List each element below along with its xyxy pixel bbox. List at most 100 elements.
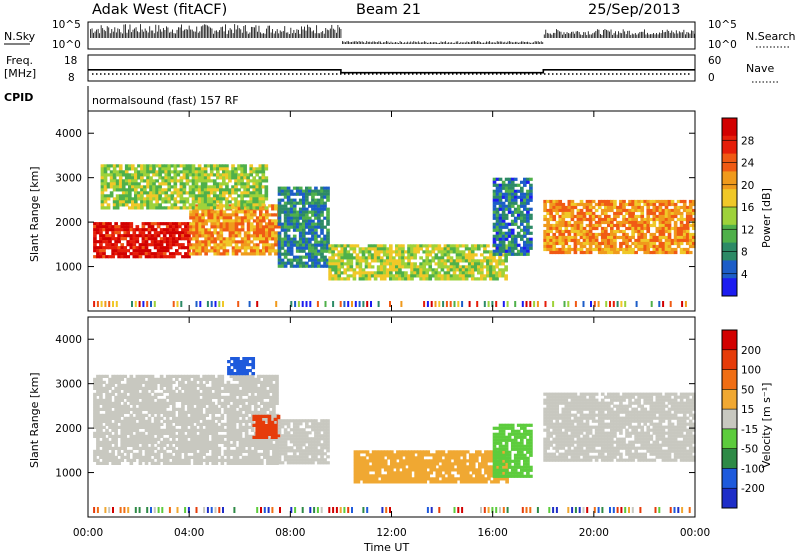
range-cell (194, 176, 199, 180)
range-cell (179, 185, 184, 189)
range-cell (141, 446, 146, 450)
range-cell (392, 268, 396, 272)
range-cell (138, 425, 143, 429)
range-cell (382, 262, 387, 266)
range-cell (320, 264, 324, 268)
range-cell (637, 244, 641, 249)
range-cell (147, 449, 152, 453)
ground-scatter-cell (445, 301, 448, 307)
range-cell (121, 191, 126, 195)
range-cell (126, 240, 131, 244)
range-cell (361, 253, 366, 257)
range-cell (255, 216, 260, 220)
range-cell (498, 262, 502, 266)
range-cell (181, 449, 185, 453)
range-cell (317, 219, 321, 223)
range-cell (213, 243, 218, 247)
range-cell (219, 246, 224, 250)
range-cell (153, 446, 158, 450)
range-cell (196, 398, 200, 402)
range-cell (410, 265, 414, 269)
range-cell (211, 440, 216, 444)
range-cell (516, 195, 521, 199)
range-cell (175, 416, 179, 420)
range-cell (220, 458, 225, 462)
range-cell (225, 203, 229, 207)
range-cell (298, 192, 303, 196)
range-cell (262, 243, 266, 247)
range-cell (317, 204, 321, 208)
range-cell (132, 240, 137, 244)
range-cell (314, 255, 318, 259)
range-cell (240, 243, 245, 247)
range-cell (219, 194, 223, 198)
range-cell (526, 246, 530, 250)
range-cell (492, 201, 497, 205)
range-cell (619, 205, 623, 210)
range-cell (277, 204, 282, 208)
range-cell (489, 253, 493, 257)
range-cell (259, 216, 263, 220)
range-cell (168, 410, 173, 414)
range-cell (184, 440, 188, 444)
range-cell (202, 446, 206, 450)
range-cell (555, 235, 560, 240)
range-cell (156, 392, 161, 396)
range-cell (523, 195, 527, 199)
range-cell (246, 219, 251, 223)
range-cell (480, 253, 484, 257)
range-cell (120, 234, 125, 238)
range-cell (126, 455, 131, 459)
range-cell (138, 404, 143, 408)
range-cell (308, 201, 312, 205)
range-cell (121, 203, 126, 207)
range-cell (190, 440, 194, 444)
range-cell (126, 452, 131, 456)
range-cell (510, 246, 515, 250)
range-cell (358, 247, 363, 251)
range-cell (138, 249, 143, 253)
range-cell (646, 223, 651, 228)
range-cell (458, 256, 463, 260)
range-cell (326, 258, 330, 262)
range-cell (153, 234, 158, 238)
range-cell (295, 201, 300, 205)
range-cell (422, 268, 427, 272)
range-cell (210, 219, 215, 223)
range-cell (156, 377, 161, 381)
range-cell (135, 431, 140, 435)
range-cell (588, 208, 593, 213)
range-cell (141, 386, 146, 390)
range-cell (123, 443, 128, 447)
range-cell (118, 203, 123, 207)
range-cell (181, 410, 185, 414)
range-cell (443, 250, 448, 254)
range-cell (328, 259, 332, 263)
range-cell (153, 404, 158, 408)
range-cell (140, 167, 144, 171)
range-cell (314, 249, 318, 253)
range-cell (118, 173, 123, 177)
range-cell (667, 220, 672, 225)
range-cell (147, 407, 152, 411)
range-cell (358, 250, 363, 254)
range-cell (343, 277, 348, 281)
range-cell (240, 240, 245, 244)
range-cell (93, 249, 97, 253)
range-cell (208, 440, 213, 444)
range-cell (259, 210, 263, 214)
range-cell (643, 217, 648, 222)
range-cell (283, 195, 288, 199)
range-cell (277, 219, 282, 223)
range-cell (179, 179, 184, 183)
range-cell (314, 264, 318, 268)
range-cell (120, 395, 125, 399)
range-cell (152, 185, 156, 189)
range-cell (513, 219, 518, 223)
range-cell (152, 194, 156, 198)
range-cell (501, 262, 505, 266)
range-cell (203, 200, 208, 204)
range-cell (126, 377, 131, 381)
range-cell (495, 265, 499, 269)
range-cell (197, 194, 202, 198)
